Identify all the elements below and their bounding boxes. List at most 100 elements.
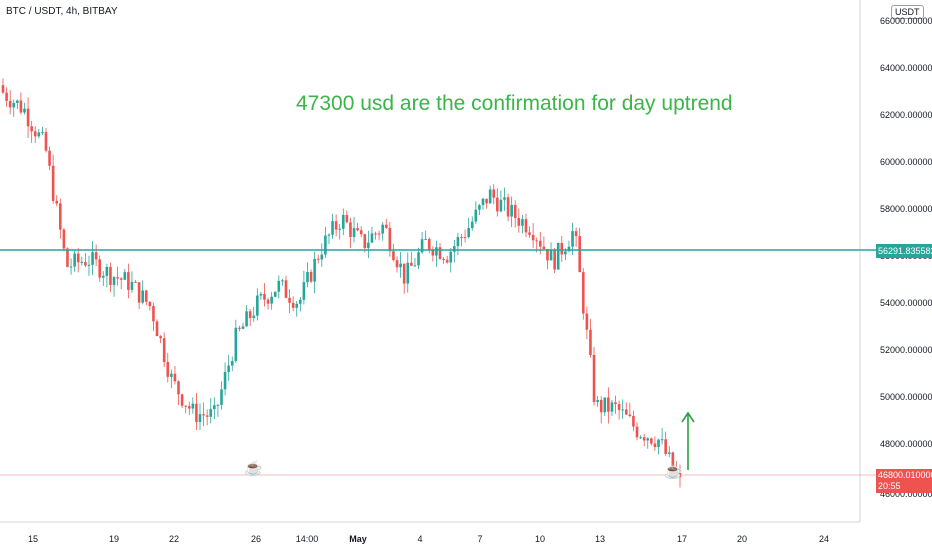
candle-body	[675, 469, 678, 474]
candle-body	[98, 259, 102, 278]
candle-body	[127, 272, 130, 290]
candle-body	[356, 228, 359, 231]
candle-body	[152, 306, 155, 322]
candle-body	[417, 252, 420, 266]
candle-body	[266, 299, 270, 304]
candle-body	[170, 373, 173, 377]
candle-body	[463, 237, 467, 239]
candle-body	[574, 231, 578, 237]
price-label: 64000.000000	[880, 63, 932, 73]
candle-body	[116, 277, 119, 279]
candle-body	[41, 132, 44, 134]
candle-body	[281, 280, 284, 282]
candle-body	[288, 297, 291, 303]
candle-body	[130, 281, 134, 290]
candle-body	[427, 238, 431, 250]
candle-body	[62, 229, 66, 249]
candle-body	[442, 258, 445, 260]
candle-body	[227, 365, 230, 372]
candle-body	[94, 252, 98, 260]
candle-body	[660, 439, 664, 441]
candle-body	[413, 265, 417, 267]
annotation-text[interactable]: 47300 usd are the confirmation for day u…	[296, 92, 733, 115]
candle-body	[241, 326, 245, 329]
candle-body	[334, 221, 338, 230]
coffee-cup-icon[interactable]: ☕	[664, 463, 683, 480]
candle-body	[205, 415, 209, 417]
candle-body	[596, 399, 599, 403]
candle-body	[324, 235, 327, 255]
candle-body	[44, 132, 48, 151]
candle-body	[66, 248, 69, 267]
candle-body	[646, 438, 650, 441]
candle-body	[431, 249, 435, 256]
coffee-cup-icon[interactable]: ☕	[244, 460, 263, 477]
price-label: 46000.000000	[880, 489, 932, 499]
price-label: 58000.000000	[880, 204, 932, 214]
candle-body	[614, 402, 617, 405]
candle-body	[134, 281, 137, 283]
candle-body	[632, 416, 635, 427]
candle-body	[621, 409, 624, 411]
candle-body	[313, 258, 316, 282]
candle-body	[657, 439, 660, 447]
candle-body	[162, 338, 166, 363]
candle-body	[485, 198, 488, 204]
current-price-value: 46800.010000	[878, 470, 932, 480]
candle-body	[137, 282, 141, 303]
candle-body	[531, 234, 535, 241]
candle-body	[270, 296, 273, 304]
candle-body	[363, 234, 367, 249]
candle-body	[456, 237, 460, 247]
candle-body	[370, 233, 374, 243]
time-label: 19	[108, 534, 120, 544]
candle-body	[628, 414, 632, 417]
symbol-title[interactable]: BTC / USDT, 4h, BITBAY	[6, 6, 118, 17]
candle-body	[460, 237, 463, 239]
candle-body	[349, 222, 352, 237]
candle-body	[438, 247, 442, 259]
time-label: 15	[27, 534, 39, 544]
candle-body	[506, 197, 510, 217]
candle-body	[141, 290, 144, 303]
candle-body	[664, 439, 667, 454]
candle-body	[73, 253, 76, 267]
candle-body	[478, 205, 481, 210]
candle-body	[642, 437, 646, 441]
candle-body	[119, 278, 123, 280]
candle-body	[435, 247, 438, 256]
candle-body	[513, 204, 517, 219]
candle-body	[639, 437, 642, 439]
bar-countdown: 20:55	[878, 481, 901, 491]
time-label: May	[349, 534, 367, 544]
time-label: 17	[676, 534, 688, 544]
candle-body	[84, 262, 87, 266]
candle-body	[496, 197, 499, 212]
candle-body	[213, 405, 216, 410]
candles-group	[1, 78, 682, 488]
candle-body	[256, 295, 259, 316]
candle-body	[12, 102, 16, 108]
candle-body	[284, 280, 288, 298]
candle-body	[542, 246, 546, 249]
candle-body	[607, 397, 610, 412]
candle-body	[195, 403, 198, 423]
candle-body	[1, 85, 5, 93]
candle-body	[316, 258, 320, 260]
candle-body	[488, 189, 492, 204]
time-label: 24	[818, 534, 830, 544]
candle-body	[245, 311, 248, 327]
candle-body	[216, 404, 220, 406]
candle-body	[528, 232, 531, 235]
candle-body	[377, 233, 381, 235]
candle-body	[37, 132, 41, 137]
candle-body	[571, 231, 574, 247]
candle-body	[592, 354, 596, 403]
currency-badge[interactable]: USDT	[891, 5, 924, 19]
candle-body	[367, 242, 370, 249]
candle-body	[467, 228, 470, 238]
candle-body	[424, 238, 427, 240]
candle-body	[252, 315, 256, 318]
current-price-tag: 46800.010000 20:55	[876, 469, 932, 493]
